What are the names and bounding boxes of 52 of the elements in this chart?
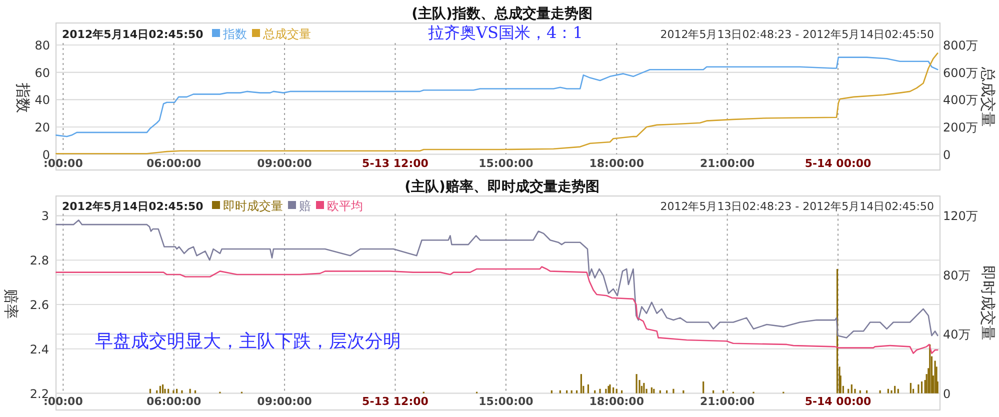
x-tick-label: 5-13 12:00 (362, 395, 429, 408)
y-tick-label: 60 (34, 66, 50, 80)
legend-label: 总成交量 (262, 27, 311, 41)
y2-tick-label: 0 (943, 148, 951, 162)
y-tick-label: 3 (41, 209, 49, 224)
y2-tick-label: 40万 (943, 328, 970, 342)
y-tick-label: 2.6 (30, 298, 49, 312)
x-tick-label: 06:00:00 (146, 157, 202, 170)
y-tick-label: 20 (34, 120, 50, 134)
text: 2012年5月13日02:48:23 - 2012年5月14日02:45:50 (660, 200, 934, 213)
x-tick-label: :00:00 (43, 157, 84, 170)
y2-tick-label: 120万 (943, 209, 978, 224)
text: 2012年5月14日02:45:50 (62, 28, 204, 41)
x-tick-label: 15:00:00 (478, 395, 534, 408)
legend-label: 赔 (299, 199, 311, 213)
legend-label: 指数 (222, 27, 247, 41)
annotation: 早盘成交明显大，主队下跌，层次分明 (95, 331, 401, 352)
x-tick-label: 15:00:00 (478, 157, 534, 170)
y-tick-label: 40 (34, 93, 50, 108)
legend-label: 即时成交量 (223, 199, 283, 213)
y-axis-title: 赔率 (2, 289, 20, 319)
x-tick-label: 06:00:00 (146, 395, 202, 408)
x-tick-label: 18:00:00 (589, 395, 644, 408)
y2-tick-label: 800万 (943, 38, 978, 52)
x-tick-label: 21:00:00 (700, 395, 756, 408)
y2-tick-label: 80万 (943, 268, 970, 282)
x-tick-label: 09:00:00 (257, 395, 312, 408)
line-series (56, 56, 938, 138)
text: 拉齐奥VS国米，4：1 (428, 23, 583, 42)
y-tick-label: 80 (34, 38, 50, 52)
x-tick-label: 21:00:00 (700, 157, 756, 170)
y-axis-title: 指数 (14, 82, 32, 113)
chart-title: (主队)指数、总成交量走势图 (412, 5, 592, 22)
y2-tick-label: 600万 (943, 66, 978, 80)
chart-title: (主队)赔率、即时成交量走势图 (404, 178, 600, 195)
legend-label: 欧平均 (327, 199, 363, 213)
y2-tick-label: 200万 (943, 120, 978, 134)
text: 2012年5月14日02:45:50 (62, 200, 204, 213)
x-tick-label: 5-13 12:00 (362, 157, 429, 170)
y2-axis-title: 总成交量 (979, 66, 997, 127)
y2-axis-title: 即时成交量 (979, 266, 997, 340)
x-tick-label: 18:00:00 (589, 157, 644, 170)
y-tick-label: 2.4 (30, 342, 49, 356)
line-series (56, 266, 938, 354)
y-tick-label: 2.8 (30, 254, 49, 268)
x-tick-label: 5-14 00:00 (804, 395, 872, 408)
y2-tick-label: 0 (943, 386, 951, 401)
y2-tick-label: 400万 (943, 93, 978, 108)
text: 2012年5月13日02:48:23 - 2012年5月14日02:45:50 (660, 28, 934, 41)
x-tick-label: 5-14 00:00 (804, 157, 872, 170)
x-tick-label: 09:00:00 (257, 157, 312, 170)
line-series (56, 52, 938, 154)
